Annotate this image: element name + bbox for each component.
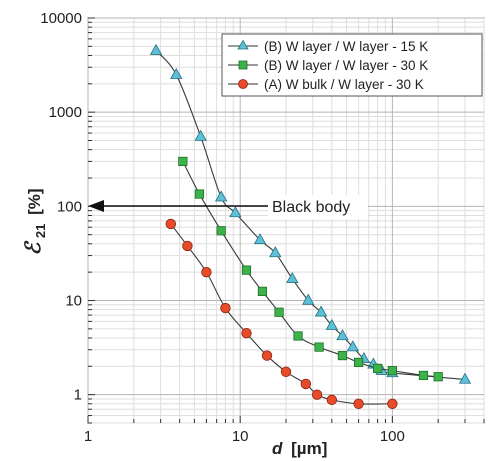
data-point-triangle xyxy=(194,129,207,141)
data-point-circle xyxy=(387,398,398,409)
data-point-triangle xyxy=(269,246,282,258)
data-point-triangle xyxy=(229,206,242,218)
data-point-square xyxy=(314,342,324,352)
legend-triangle-marker xyxy=(237,39,249,50)
data-point-triangle xyxy=(346,340,360,352)
data-point-square xyxy=(293,331,303,341)
data-point-circle xyxy=(261,350,273,361)
y-axis-symbol: ℰ xyxy=(22,241,45,256)
data-point-square xyxy=(354,357,364,368)
data-point-triangle xyxy=(214,190,228,202)
data-point-triangle xyxy=(325,318,338,330)
data-point-square xyxy=(433,372,443,382)
legend-label: (B) W layer / W layer - 15 K xyxy=(264,39,428,54)
x-axis-title: d [µm] xyxy=(272,439,327,458)
data-point-triangle xyxy=(170,67,183,79)
data-point-triangle xyxy=(336,329,349,341)
legend-square-marker xyxy=(238,60,248,70)
y-tick-label: 1000 xyxy=(49,104,82,121)
legend-entry: (B) W layer / W layer - 15 K xyxy=(228,39,428,54)
x-tick-label: 10 xyxy=(232,428,249,445)
series-layer xyxy=(149,43,472,409)
data-point-square xyxy=(387,366,397,376)
annotation-background xyxy=(268,195,368,219)
legend: (B) W layer / W layer - 15 K (B) W layer… xyxy=(221,33,483,97)
legend-circle-marker xyxy=(238,79,248,89)
data-point-square xyxy=(418,370,429,381)
data-point-circle xyxy=(311,389,323,400)
y-tick-label: 10000 xyxy=(40,10,82,27)
y-tick-label: 10 xyxy=(65,292,82,309)
data-point-square xyxy=(373,363,383,374)
data-point-square xyxy=(257,286,268,296)
x-tick-label: 1 xyxy=(84,428,92,445)
data-point-square xyxy=(178,156,188,166)
annotation-text: Black body xyxy=(272,199,350,216)
y-tick-label: 100 xyxy=(57,198,82,215)
data-point-triangle xyxy=(253,233,267,245)
annotation-arrow-head xyxy=(88,200,104,212)
data-point-triangle xyxy=(286,271,299,283)
data-point-triangle xyxy=(458,372,472,384)
data-point-circle xyxy=(326,394,338,406)
data-point-circle xyxy=(165,218,177,230)
x-tick-label: 100 xyxy=(380,428,405,445)
data-point-square xyxy=(274,307,284,317)
data-point-triangle xyxy=(302,293,315,305)
series-circle xyxy=(165,218,398,409)
y-axis-unit: [%] xyxy=(25,188,44,214)
tick-labels: 1 10 100 1 10 100 1000 10000 xyxy=(40,10,405,445)
annotation-black-body: Black body xyxy=(88,195,368,219)
data-point-square xyxy=(194,189,205,199)
x-axis-symbol: d xyxy=(272,439,283,458)
data-point-triangle xyxy=(149,43,163,55)
data-point-circle xyxy=(300,378,312,390)
legend-label: (A) W bulk / W layer - 30 K xyxy=(264,77,424,92)
data-point-circle xyxy=(182,240,193,252)
legend-entry: (A) W bulk / W layer - 30 K xyxy=(228,77,424,92)
data-point-square xyxy=(337,350,348,361)
data-point-square xyxy=(241,265,252,275)
data-point-circle xyxy=(241,327,252,339)
series-square xyxy=(178,156,443,382)
axis-ticks xyxy=(87,17,485,424)
data-point-square xyxy=(216,226,226,236)
data-point-circle xyxy=(280,366,292,377)
data-point-circle xyxy=(353,398,364,409)
legend-entry: (B) W layer / W layer - 30 K xyxy=(228,58,428,73)
legend-label: (B) W layer / W layer - 30 K xyxy=(264,58,428,73)
data-point-triangle xyxy=(314,305,328,317)
legend-box xyxy=(221,33,483,97)
y-axis-title: ℰ 21 [%] xyxy=(22,188,49,255)
data-point-circle xyxy=(220,302,231,314)
data-point-circle xyxy=(201,266,212,278)
y-axis-subscript: 21 xyxy=(33,224,48,238)
x-axis-unit: [µm] xyxy=(291,439,327,458)
y-tick-label: 1 xyxy=(74,387,82,404)
